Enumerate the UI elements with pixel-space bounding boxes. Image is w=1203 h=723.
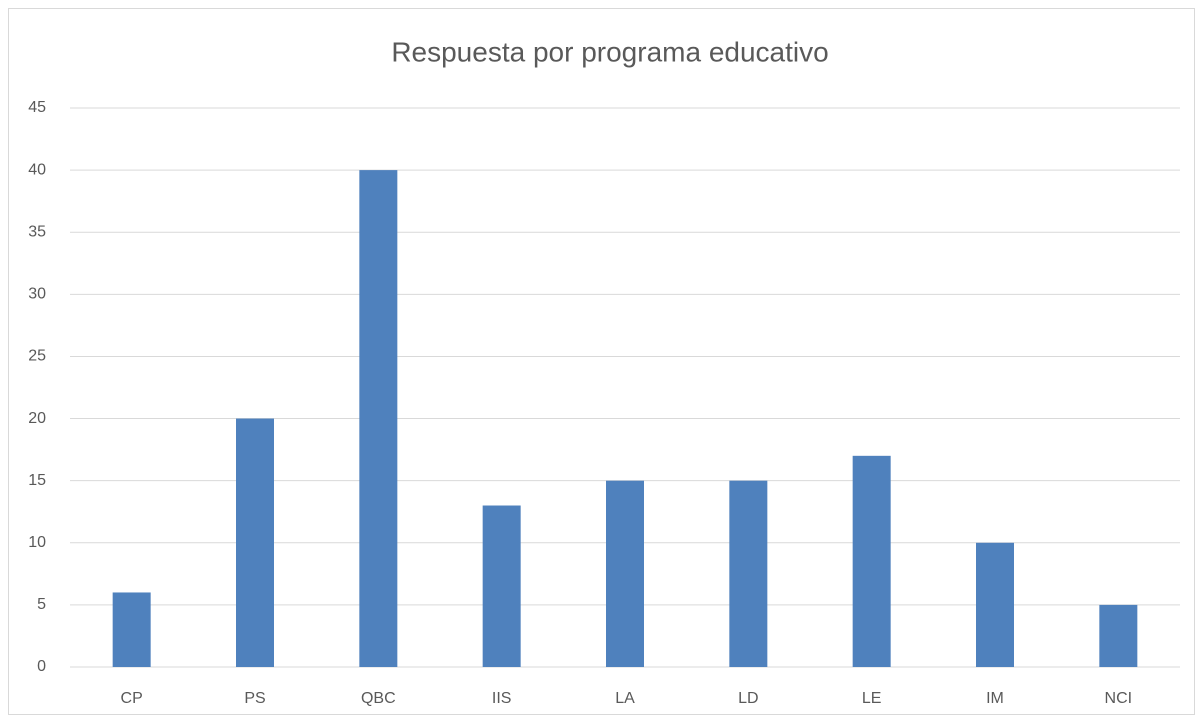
y-tick-label: 40	[28, 161, 46, 178]
bar	[236, 418, 274, 667]
y-tick-label: 20	[28, 410, 46, 427]
bar	[1099, 604, 1138, 667]
x-tick-label: QBC	[361, 690, 396, 707]
y-tick-label: 10	[28, 534, 46, 551]
bar	[482, 505, 521, 667]
x-tick-label: CP	[121, 690, 143, 707]
x-tick-label: IM	[986, 690, 1004, 707]
y-tick-label: 45	[28, 99, 46, 116]
y-tick-label: 0	[37, 658, 46, 675]
bar	[976, 542, 1014, 667]
bar	[729, 480, 768, 667]
x-tick-label: LD	[738, 690, 758, 707]
y-tick-label: 15	[28, 472, 46, 489]
bar	[112, 592, 151, 667]
x-tick-label: NCI	[1105, 690, 1133, 707]
bar	[606, 480, 644, 667]
bar	[852, 455, 891, 667]
bar	[359, 170, 398, 667]
y-tick-label: 35	[28, 223, 46, 240]
x-tick-label: LE	[862, 690, 882, 707]
chart-border	[8, 8, 1195, 715]
x-tick-label: PS	[244, 690, 265, 707]
y-tick-label: 25	[28, 348, 46, 365]
chart-title: Respuesta por programa educativo	[391, 36, 828, 67]
y-tick-label: 5	[37, 596, 46, 613]
y-tick-label: 30	[28, 286, 46, 303]
x-tick-label: IIS	[492, 690, 512, 707]
x-tick-label: LA	[615, 690, 635, 707]
